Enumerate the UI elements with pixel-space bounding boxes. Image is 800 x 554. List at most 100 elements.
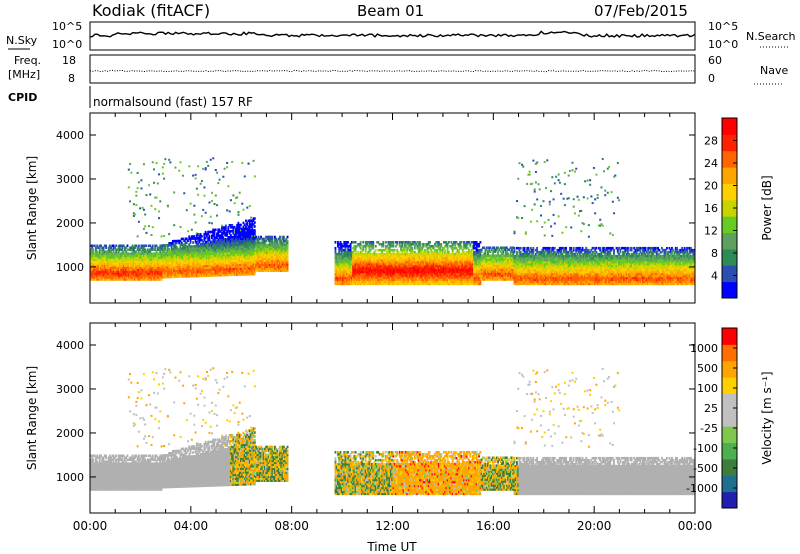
power-cell <box>388 260 391 264</box>
power-cell <box>117 272 120 275</box>
power-cell <box>163 263 165 267</box>
power-cell <box>105 256 107 259</box>
power-cell <box>195 245 198 248</box>
power-cell <box>417 264 420 268</box>
power-cell <box>388 250 391 254</box>
power-cell <box>97 278 100 281</box>
power-cell <box>449 274 452 278</box>
power-cell <box>398 264 401 268</box>
power-cell <box>154 244 157 248</box>
power-cell <box>435 260 438 264</box>
power-cell <box>158 278 160 281</box>
power-cell <box>435 282 438 286</box>
power-cell <box>337 266 339 270</box>
power-cell <box>192 260 194 264</box>
power-cell <box>141 248 144 252</box>
power-cell <box>147 276 150 279</box>
power-cell <box>279 255 281 259</box>
power-cell <box>360 282 363 286</box>
power-scatter <box>198 233 201 236</box>
power-cell <box>102 278 105 281</box>
power-cell <box>274 251 276 255</box>
power-cell <box>265 265 268 268</box>
power-cell <box>117 246 120 250</box>
power-cell <box>406 250 409 254</box>
power-cell <box>447 270 450 274</box>
power-cell <box>257 257 260 261</box>
power-cell <box>203 270 206 274</box>
power-cell <box>252 231 255 234</box>
power-cell <box>248 219 251 223</box>
power-cell <box>335 262 338 266</box>
power-cell <box>435 270 438 274</box>
power-cell <box>381 242 384 246</box>
power-cell <box>228 265 231 269</box>
power-cell <box>161 252 164 255</box>
power-cell <box>413 266 416 270</box>
power-cell <box>188 235 191 238</box>
power-scatter <box>164 158 167 161</box>
power-cell <box>444 276 447 280</box>
power-cell <box>407 282 410 286</box>
power-cell <box>187 259 189 262</box>
power-scatter <box>149 193 152 196</box>
power-cell <box>106 268 109 271</box>
power-cell <box>200 248 203 252</box>
power-cell <box>256 245 259 249</box>
power-cell <box>286 265 289 268</box>
power-cell <box>350 252 353 256</box>
power-cell <box>381 258 384 262</box>
power-cell <box>216 246 218 249</box>
power-cell <box>171 263 174 267</box>
power-cell <box>397 266 400 270</box>
power-cell <box>153 258 155 261</box>
power-cell <box>397 256 400 260</box>
power-cell <box>156 248 159 252</box>
power-scatter <box>250 216 253 219</box>
power-cell <box>232 273 235 277</box>
power-cell <box>360 252 363 256</box>
power-cell <box>248 243 251 246</box>
power-cell <box>439 248 441 252</box>
power-cell <box>199 235 202 238</box>
power-cell <box>217 240 220 243</box>
power-cell <box>379 262 382 266</box>
power-cell <box>202 274 205 278</box>
power-cell <box>237 235 240 239</box>
power-cell <box>142 254 145 257</box>
power-cell <box>146 260 149 263</box>
power-cell <box>442 282 445 286</box>
power-cell <box>236 267 239 270</box>
power-scatter <box>233 202 236 205</box>
power-cell <box>144 262 147 265</box>
power-scatter <box>174 166 177 169</box>
power-scatter <box>173 191 176 194</box>
power-cell <box>366 282 368 286</box>
power-cell <box>405 268 407 272</box>
power-cell <box>223 240 226 243</box>
power-cell <box>437 254 440 258</box>
power-cell <box>420 252 423 256</box>
power-cell <box>421 278 424 282</box>
power-cell <box>368 280 371 284</box>
power-cell <box>255 267 257 270</box>
power-cell <box>454 244 457 248</box>
power-cell <box>352 266 355 270</box>
power-cell <box>202 258 205 262</box>
power-cell <box>271 257 274 261</box>
power-cell <box>226 257 228 261</box>
power-cell <box>212 274 215 277</box>
power-cell <box>129 262 131 265</box>
power-cell <box>255 257 257 261</box>
power-cell <box>271 251 274 255</box>
power-cell <box>95 272 97 275</box>
power-cell <box>280 247 283 251</box>
power-cell <box>389 260 392 264</box>
power-cell <box>367 256 370 260</box>
power-cell <box>131 256 134 259</box>
power-cell <box>120 264 123 267</box>
power-cell <box>396 256 399 260</box>
power-cell <box>367 266 370 270</box>
power-cell <box>118 266 121 269</box>
power-scatter <box>147 225 150 228</box>
